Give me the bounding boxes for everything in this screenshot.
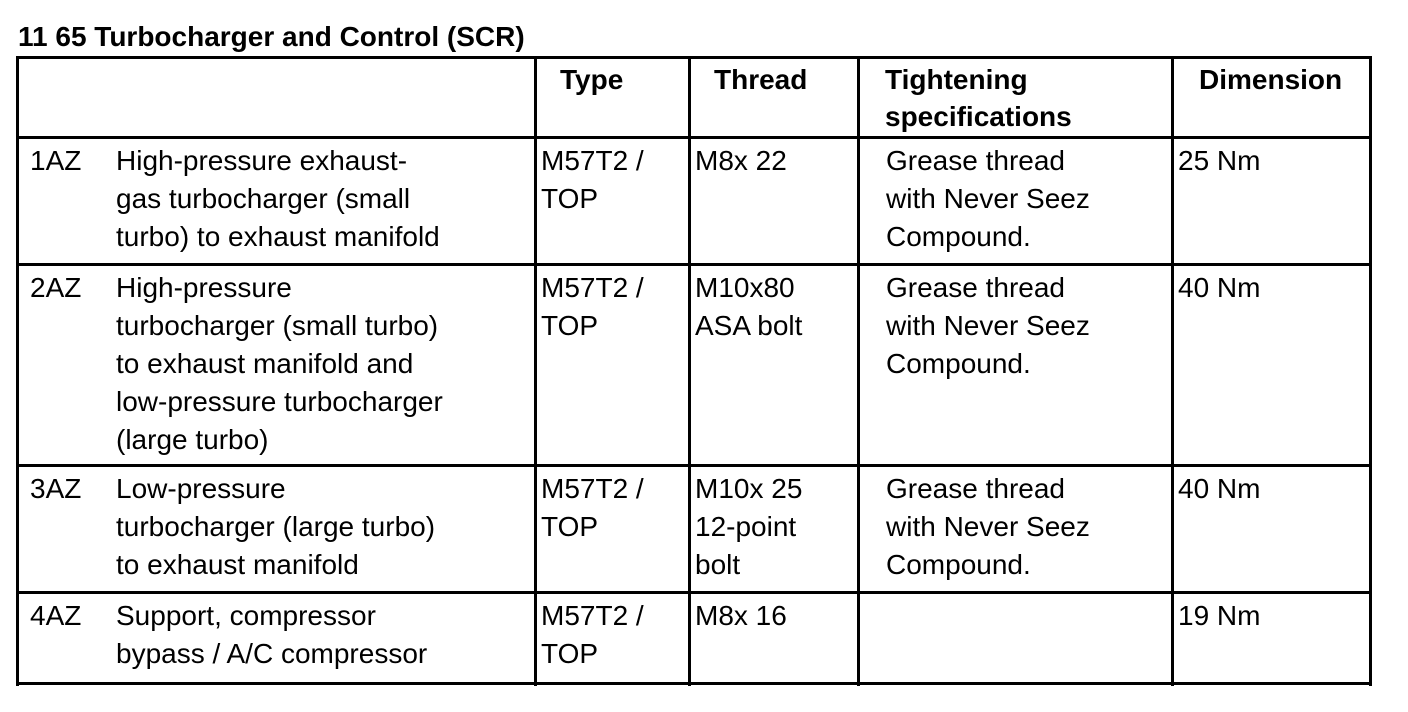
cell-description: Support, compressor bypass / A/C compres…	[116, 600, 428, 669]
cell-dimension: 25 Nm	[1178, 145, 1261, 176]
table-border	[1369, 56, 1372, 686]
cell-id: 4AZ	[30, 600, 82, 631]
cell-description: High-pressure turbocharger (small turbo)…	[116, 272, 443, 455]
cell-type: M57T2 / TOP	[541, 600, 644, 669]
section-title: 11 65 Turbocharger and Control (SCR)	[18, 21, 525, 52]
cell-id: 2AZ	[30, 272, 82, 303]
header-dimension: Dimension	[1199, 64, 1343, 95]
cell-type: M57T2 / TOP	[541, 272, 644, 341]
cell-tightening: Grease thread with Never Seez Compound.	[886, 272, 1090, 379]
cell-type: M57T2 / TOP	[541, 473, 644, 542]
table-border	[16, 682, 1372, 685]
cell-description: Low-pressure turbocharger (large turbo) …	[116, 473, 436, 580]
row-divider	[16, 591, 1372, 594]
column-divider	[688, 56, 691, 686]
cell-tightening: Grease thread with Never Seez Compound.	[886, 473, 1090, 580]
cell-id: 1AZ	[30, 145, 82, 176]
cell-dimension: 40 Nm	[1178, 473, 1261, 504]
column-divider	[1171, 56, 1174, 686]
cell-id: 3AZ	[30, 473, 82, 504]
cell-thread: M10x80 ASA bolt	[695, 272, 803, 341]
cell-tightening: Grease thread with Never Seez Compound.	[886, 145, 1090, 252]
cell-dimension: 19 Nm	[1178, 600, 1261, 631]
cell-thread: M8x 22	[695, 145, 787, 176]
cell-type: M57T2 / TOP	[541, 145, 644, 214]
row-divider	[16, 136, 1372, 139]
header-thread: Thread	[714, 64, 808, 95]
cell-thread: M10x 25 12-point bolt	[695, 473, 803, 580]
column-divider	[534, 56, 537, 686]
cell-description: High-pressure exhaust- gas turbocharger …	[116, 145, 440, 252]
cell-dimension: 40 Nm	[1178, 272, 1261, 303]
cell-thread: M8x 16	[695, 600, 787, 631]
header-tightening: Tightening specifications	[885, 64, 1072, 132]
row-divider	[16, 464, 1372, 467]
table-border	[16, 56, 1372, 59]
row-divider	[16, 263, 1372, 266]
header-type: Type	[560, 64, 624, 95]
column-divider	[857, 56, 860, 686]
table-border	[16, 56, 19, 686]
